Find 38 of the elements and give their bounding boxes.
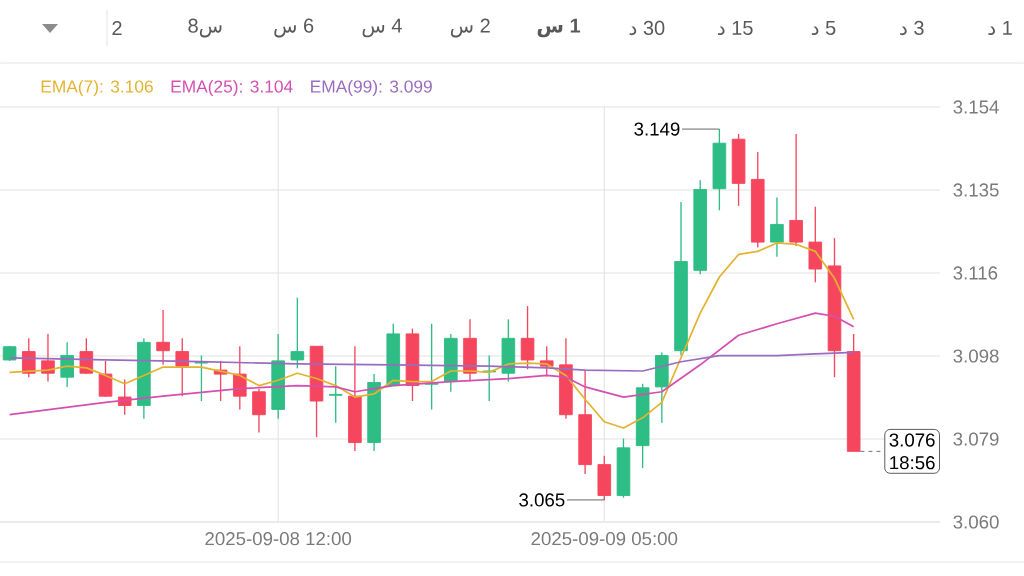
text: د 3 bbox=[900, 20, 924, 36]
text: EMA(99): 3.099 bbox=[311, 79, 432, 97]
candlestick bbox=[789, 133, 803, 247]
candlestick bbox=[41, 333, 55, 383]
text: EMA(7): 3.106 bbox=[41, 79, 153, 97]
y-tick-label: 3.098 bbox=[953, 349, 999, 363]
annotation: 18:56 bbox=[890, 456, 935, 470]
text: د 5 bbox=[811, 20, 836, 36]
line-series bbox=[8, 351, 855, 372]
text: 2 bbox=[112, 21, 122, 35]
text: س 4 bbox=[362, 18, 402, 38]
line-series bbox=[8, 312, 855, 416]
candlestick bbox=[328, 365, 343, 424]
text: 8س bbox=[188, 18, 222, 38]
text: د 30 bbox=[629, 20, 665, 36]
candlestick bbox=[520, 305, 535, 370]
candlestick bbox=[770, 196, 784, 258]
x-tick-label: 2025-09-08 12:00 bbox=[205, 532, 352, 546]
candlestick bbox=[290, 297, 305, 370]
y-tick-label: 3.135 bbox=[953, 183, 999, 197]
candlestick bbox=[156, 309, 170, 366]
x-tick-label: 2025-09-09 05:00 bbox=[531, 532, 678, 546]
text: س 6 bbox=[274, 18, 314, 38]
candlestick bbox=[175, 337, 190, 397]
annotation: 3.065 bbox=[519, 493, 565, 507]
annotation: 3.149 bbox=[634, 122, 680, 136]
text: س 2 bbox=[450, 18, 490, 38]
text: د 1 bbox=[988, 20, 1012, 36]
y-tick-label: 3.060 bbox=[953, 515, 999, 529]
annotation: 3.076 bbox=[889, 433, 935, 447]
candlestick bbox=[252, 388, 266, 434]
text: EMA(25): 3.104 bbox=[171, 79, 293, 97]
text: س 1 bbox=[537, 18, 581, 38]
y-tick-label: 3.154 bbox=[953, 100, 999, 114]
y-tick-label: 3.079 bbox=[953, 432, 999, 446]
candlestick bbox=[98, 360, 113, 398]
text: د 15 bbox=[717, 20, 753, 36]
y-tick-label: 3.116 bbox=[953, 266, 998, 280]
